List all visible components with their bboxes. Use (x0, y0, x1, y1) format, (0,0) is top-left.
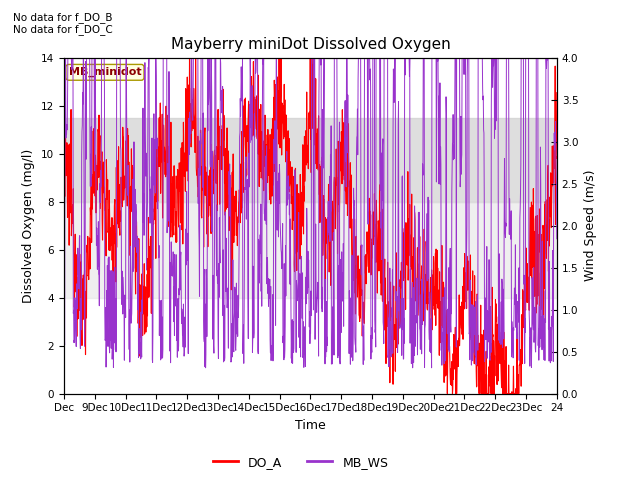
Text: No data for f_DO_B: No data for f_DO_B (13, 12, 112, 23)
Bar (64, 118, 557, 202)
Title: Mayberry miniDot Dissolved Oxygen: Mayberry miniDot Dissolved Oxygen (170, 37, 451, 52)
Y-axis label: Wind Speed (m/s): Wind Speed (m/s) (584, 170, 597, 281)
Legend: DO_A, MB_WS: DO_A, MB_WS (208, 451, 394, 474)
Text: MB_minidot: MB_minidot (68, 67, 141, 77)
Y-axis label: Dissolved Oxygen (mg/l): Dissolved Oxygen (mg/l) (22, 148, 35, 303)
Text: No data for f_DO_C: No data for f_DO_C (13, 24, 113, 35)
Bar (64, 202, 557, 298)
X-axis label: Time: Time (295, 419, 326, 432)
